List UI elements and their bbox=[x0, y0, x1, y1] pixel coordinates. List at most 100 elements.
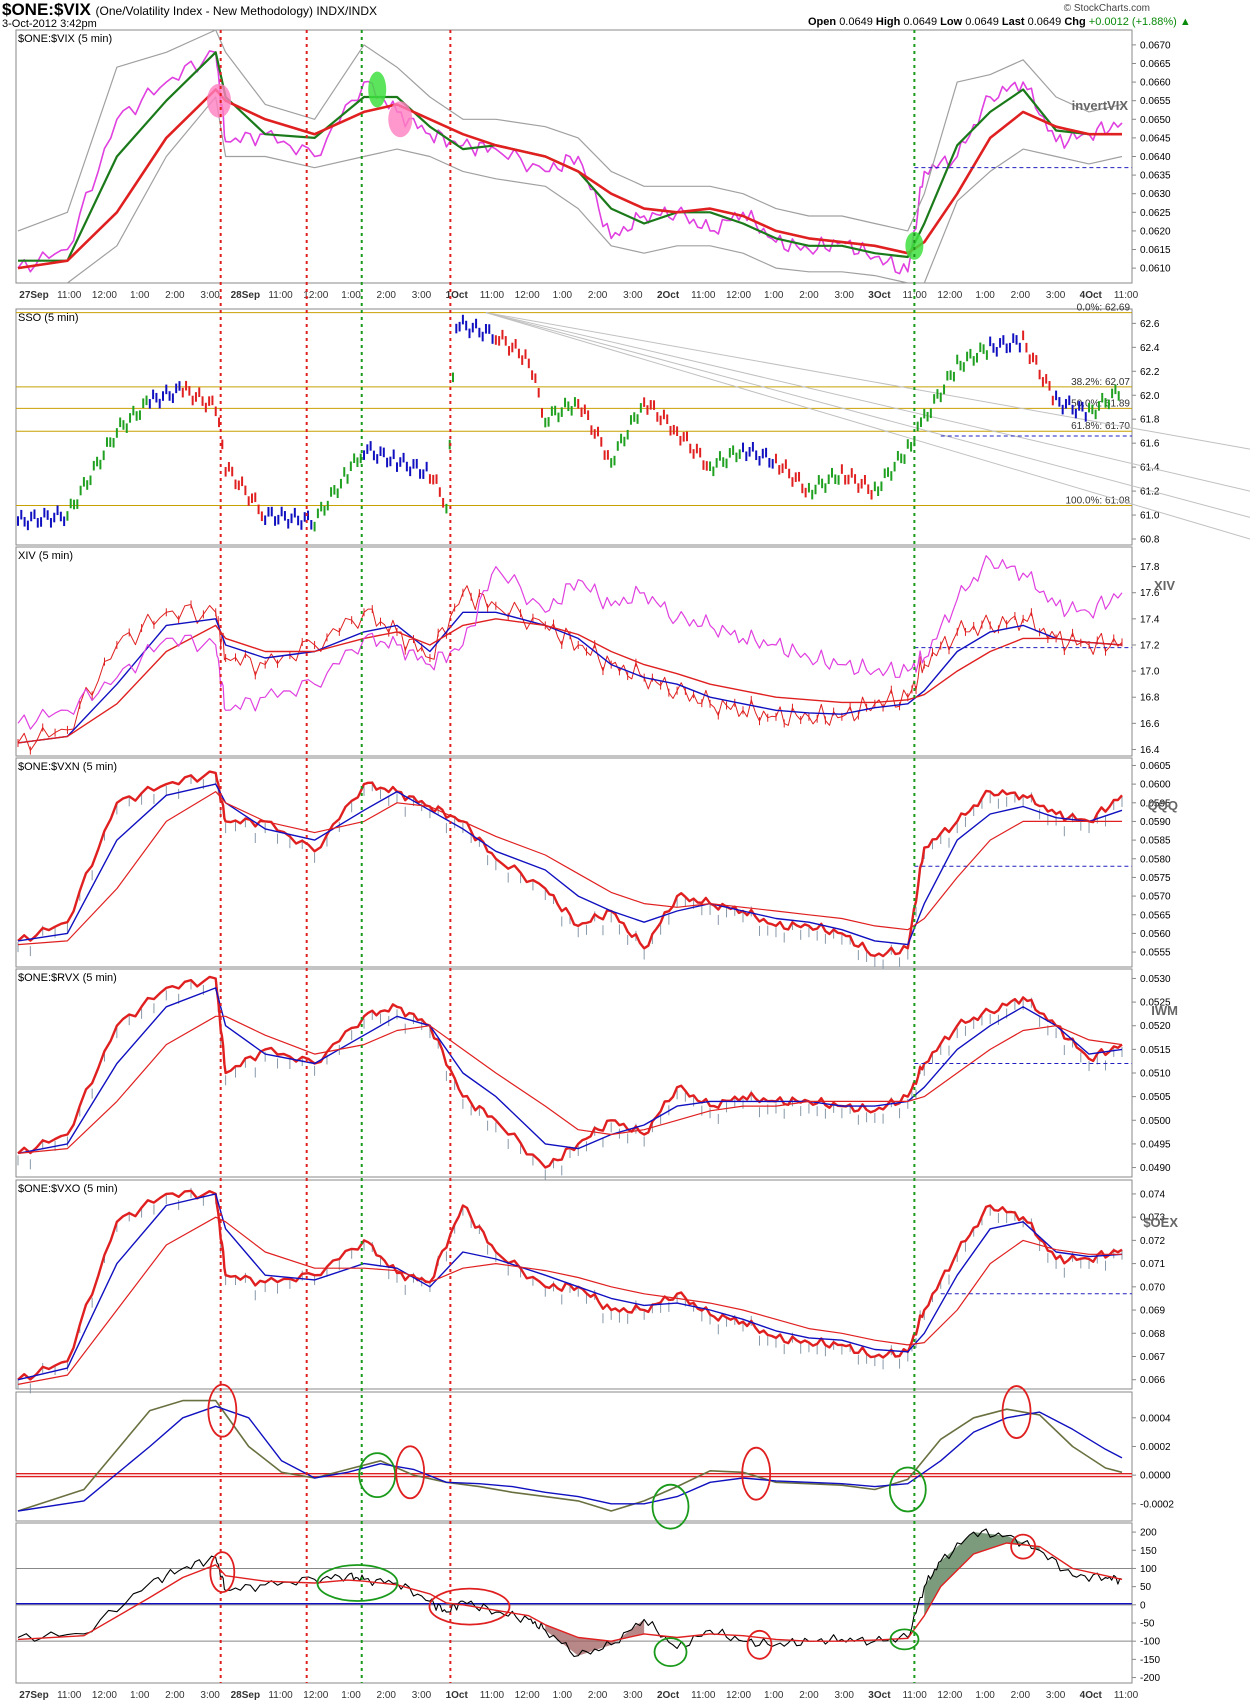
y-tick-label-sso: 62.2 bbox=[1140, 367, 1160, 378]
symbol-subtitle: (One/Volatility Index - New Methodology)… bbox=[95, 4, 377, 18]
vxo-series-0 bbox=[17, 1189, 1123, 1381]
x-tick-label-upper: 11:00 bbox=[268, 290, 293, 301]
pink-highlight-marker bbox=[388, 101, 413, 138]
y-tick-label-sso: 62.0 bbox=[1140, 391, 1160, 402]
y-tick-label-rvx: 0.0490 bbox=[1140, 1163, 1171, 1174]
y-tick-label-vix: 0.0620 bbox=[1140, 226, 1171, 237]
y-tick-label-sso: 61.8 bbox=[1140, 415, 1160, 426]
y-tick-label-vix: 0.0670 bbox=[1140, 40, 1171, 51]
y-tick-label-sso: 61.6 bbox=[1140, 439, 1160, 450]
x-tick-label-upper: 2:00 bbox=[165, 290, 185, 301]
y-tick-label-vix: 0.0665 bbox=[1140, 59, 1171, 70]
y-tick-label-vix: 0.0630 bbox=[1140, 189, 1171, 200]
y-tick-label-vxn: 0.0570 bbox=[1140, 892, 1171, 903]
x-tick-label-upper: 11:00 bbox=[480, 290, 505, 301]
y-tick-label-vxo: 0.067 bbox=[1140, 1352, 1165, 1363]
y-tick-label-vxn: 0.0560 bbox=[1140, 929, 1171, 940]
x-tick-label-upper: 2:00 bbox=[588, 290, 608, 301]
y-tick-label-vix: 0.0660 bbox=[1140, 78, 1171, 89]
vxn-series-2 bbox=[17, 790, 1122, 946]
x-tick-label-lower: 11:00 bbox=[57, 1690, 82, 1700]
y-tick-label-cci: -50 bbox=[1140, 1619, 1155, 1630]
x-tick-label-upper: 11:00 bbox=[902, 290, 927, 301]
x-tick-label-lower: 2:00 bbox=[377, 1690, 397, 1700]
y-tick-label-macd: 0.0002 bbox=[1140, 1442, 1171, 1453]
y-tick-label-rvx: 0.0495 bbox=[1140, 1139, 1171, 1150]
x-tick-label-lower: 1:00 bbox=[553, 1690, 573, 1700]
xiv-side-label: XIV bbox=[1154, 578, 1175, 593]
x-tick-label-upper: 27Sep bbox=[19, 290, 48, 301]
cci-negative-area bbox=[545, 1619, 645, 1656]
x-tick-label-upper: 12:00 bbox=[303, 290, 328, 301]
signal-circle-marker bbox=[209, 1551, 236, 1593]
y-tick-label-vxn: 0.0595 bbox=[1140, 798, 1171, 809]
vxo-side-label: $OEX bbox=[1143, 1215, 1178, 1230]
x-tick-label-lower: 3:00 bbox=[1046, 1690, 1066, 1700]
y-tick-label-cci: -100 bbox=[1140, 1637, 1160, 1648]
x-tick-label-lower: 12:00 bbox=[937, 1690, 962, 1700]
rvx-side-label: IWM bbox=[1151, 1003, 1178, 1018]
x-tick-label-lower: 11:00 bbox=[268, 1690, 293, 1700]
x-tick-label-lower: 11:00 bbox=[1114, 1690, 1139, 1700]
y-tick-label-vxn: 0.0600 bbox=[1140, 780, 1171, 791]
y-tick-label-xiv: 17.6 bbox=[1140, 588, 1160, 599]
up-arrow-icon: ▲ bbox=[1179, 16, 1191, 28]
signal-circle-marker bbox=[741, 1446, 772, 1501]
low-label: Low bbox=[940, 16, 963, 28]
vix-series-2 bbox=[17, 88, 1122, 270]
last-value: 0.0649 bbox=[1027, 16, 1062, 28]
timestamp: 3-Oct-2012 3:42pm bbox=[2, 18, 97, 30]
panel-label-sso: SSO (5 min) bbox=[18, 312, 79, 324]
x-tick-label-lower: 28Sep bbox=[231, 1690, 260, 1700]
xiv-series-1 bbox=[17, 611, 1123, 744]
y-tick-label-vix: 0.0655 bbox=[1140, 96, 1171, 107]
vix-series-4 bbox=[18, 96, 1123, 284]
y-tick-label-rvx: 0.0500 bbox=[1140, 1116, 1171, 1127]
vxo-series-1 bbox=[17, 1193, 1123, 1381]
x-tick-label-upper: 12:00 bbox=[726, 290, 751, 301]
y-tick-label-rvx: 0.0505 bbox=[1140, 1092, 1171, 1103]
x-tick-label-lower: 27Sep bbox=[19, 1690, 48, 1700]
x-tick-label-lower: 2:00 bbox=[1011, 1690, 1031, 1700]
y-tick-label-cci: 50 bbox=[1140, 1582, 1152, 1593]
fan-line bbox=[485, 312, 1250, 492]
signal-circle-marker bbox=[316, 1564, 399, 1602]
y-tick-label-vxo: 0.068 bbox=[1140, 1329, 1165, 1340]
vxn-side-label: QQQ bbox=[1148, 798, 1178, 813]
fib-level-label: 100.0%: 61.08 bbox=[1066, 495, 1131, 506]
y-tick-label-macd: 0.0000 bbox=[1140, 1471, 1171, 1482]
y-tick-label-vix: 0.0645 bbox=[1140, 133, 1171, 144]
y-tick-label-cci: 200 bbox=[1140, 1528, 1157, 1539]
vix-side-label: invertVIX bbox=[1072, 98, 1129, 113]
vix-series-0 bbox=[17, 50, 1123, 275]
signal-circle-marker bbox=[653, 1637, 688, 1667]
panel-label-vix: $ONE:$VIX (5 min) bbox=[18, 33, 112, 45]
y-tick-label-vix: 0.0610 bbox=[1140, 264, 1171, 275]
fib-level-label: 0.0%: 62.69 bbox=[1077, 303, 1131, 314]
panel-frame-xiv bbox=[15, 546, 1133, 757]
macd-series-0 bbox=[17, 1399, 1123, 1512]
signal-circle-marker bbox=[395, 1445, 426, 1500]
x-tick-label-upper: 11:00 bbox=[691, 290, 716, 301]
high-value: 0.0649 bbox=[903, 16, 938, 28]
green-highlight-marker bbox=[905, 231, 924, 260]
fib-level-label: 50.0%: 61.89 bbox=[1071, 398, 1130, 409]
signal-circle-marker bbox=[888, 1466, 927, 1513]
watermark: © StockCharts.com bbox=[1063, 3, 1150, 14]
y-tick-label-vix: 0.0625 bbox=[1140, 208, 1171, 219]
macd-series-1 bbox=[17, 1405, 1123, 1512]
x-tick-label-lower: 3Oct bbox=[868, 1690, 891, 1700]
x-tick-label-upper: 1:00 bbox=[130, 290, 150, 301]
x-tick-label-upper: 1:00 bbox=[341, 290, 361, 301]
y-tick-label-vix: 0.0635 bbox=[1140, 171, 1171, 182]
rvx-series-1 bbox=[17, 987, 1123, 1155]
y-tick-label-vxo: 0.070 bbox=[1140, 1282, 1165, 1293]
fan-line bbox=[485, 312, 1250, 450]
y-tick-label-sso: 61.2 bbox=[1140, 487, 1160, 498]
x-tick-label-upper: 2Oct bbox=[657, 290, 680, 301]
x-tick-label-lower: 12:00 bbox=[726, 1690, 751, 1700]
panel-label-vxn: $ONE:$VXN (5 min) bbox=[18, 761, 117, 773]
x-tick-label-upper: 2:00 bbox=[799, 290, 819, 301]
y-tick-label-vxo: 0.072 bbox=[1140, 1236, 1165, 1247]
